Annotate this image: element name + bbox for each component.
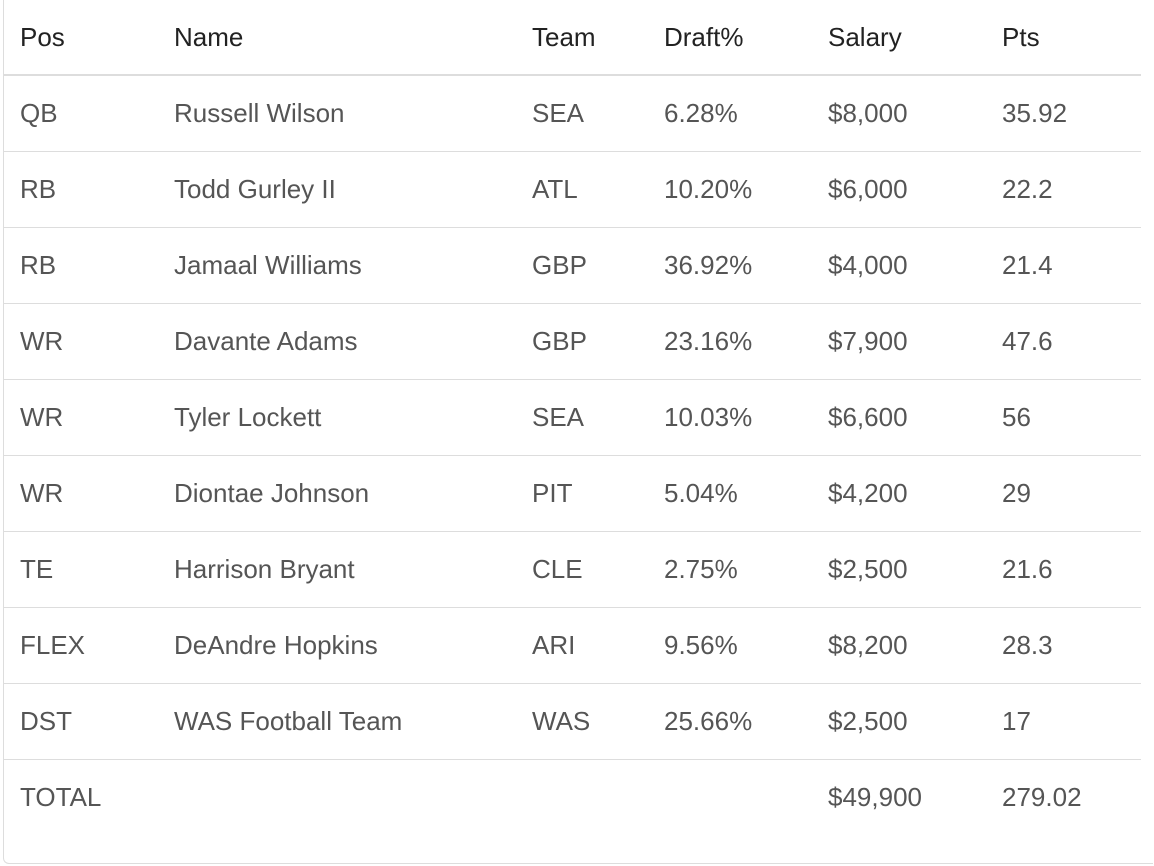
total-pts: 279.02 (1002, 781, 1082, 812)
cell-pos: RB (4, 227, 158, 304)
total-team-empty (516, 759, 648, 835)
cell-draft-percent: 25.66% (648, 683, 812, 760)
cell-name: Todd Gurley II (158, 151, 516, 228)
header-team: Team (516, 0, 648, 76)
table-header-row: Pos Name Team Draft% Salary Pts (4, 0, 1141, 76)
cell-salary: $6,000 (812, 151, 986, 228)
cell-team: SEA (516, 75, 648, 152)
total-row: TOTAL $49,900 279.02 (4, 759, 1141, 835)
total-name-empty (158, 759, 516, 835)
cell-team: WAS (516, 683, 648, 760)
cell-draft-percent: 9.56% (648, 607, 812, 684)
cell-salary: $7,900 (812, 303, 986, 380)
cell-salary: $4,000 (812, 227, 986, 304)
header-name: Name (158, 0, 516, 76)
cell-draft-percent: 2.75% (648, 531, 812, 608)
table-row: WR Diontae Johnson PIT 5.04% $4,200 29 (4, 455, 1141, 532)
cell-pts: 28.3 (986, 607, 1141, 684)
cell-pts: 21.4 (986, 227, 1141, 304)
table-row: TE Harrison Bryant CLE 2.75% $2,500 21.6 (4, 531, 1141, 608)
cell-pos: TE (4, 531, 158, 608)
header-salary: Salary (812, 0, 986, 76)
cell-pts: 17 (986, 683, 1141, 760)
cell-pos: RB (4, 151, 158, 228)
cell-pts: 21.6 (986, 531, 1141, 608)
cell-pts: 35.92 (986, 75, 1141, 152)
total-draft-empty (648, 759, 812, 835)
cell-draft-percent: 6.28% (648, 75, 812, 152)
cell-pos: QB (4, 75, 158, 152)
cell-name: Diontae Johnson (158, 455, 516, 532)
table-row: QB Russell Wilson SEA 6.28% $8,000 35.92 (4, 75, 1141, 152)
table-row: WR Davante Adams GBP 23.16% $7,900 47.6 (4, 303, 1141, 380)
cell-pos: WR (4, 303, 158, 380)
cell-draft-percent: 36.92% (648, 227, 812, 304)
lineup-table: Pos Name Team Draft% Salary Pts QB Russe… (4, 0, 1141, 835)
total-salary: $49,900 (828, 781, 922, 812)
table-row: RB Jamaal Williams GBP 36.92% $4,000 21.… (4, 227, 1141, 304)
cell-name: Russell Wilson (158, 75, 516, 152)
header-draft-percent: Draft% (648, 0, 812, 76)
cell-salary: $4,200 (812, 455, 986, 532)
cell-draft-percent: 23.16% (648, 303, 812, 380)
cell-salary: $8,200 (812, 607, 986, 684)
cell-pts: 22.2 (986, 151, 1141, 228)
table-row: DST WAS Football Team WAS 25.66% $2,500 … (4, 683, 1141, 760)
cell-name: Davante Adams (158, 303, 516, 380)
cell-salary: $2,500 (812, 531, 986, 608)
cell-team: PIT (516, 455, 648, 532)
table-row: FLEX DeAndre Hopkins ARI 9.56% $8,200 28… (4, 607, 1141, 684)
header-pos: Pos (4, 0, 158, 76)
cell-team: ATL (516, 151, 648, 228)
header-pts: Pts (986, 0, 1141, 76)
lineup-panel: Pos Name Team Draft% Salary Pts QB Russe… (3, 0, 1153, 864)
cell-name: DeAndre Hopkins (158, 607, 516, 684)
total-label: TOTAL (20, 781, 102, 812)
cell-pts: 29 (986, 455, 1141, 532)
cell-pts: 56 (986, 379, 1141, 456)
cell-pts: 47.6 (986, 303, 1141, 380)
cell-pos: WR (4, 379, 158, 456)
table-row: WR Tyler Lockett SEA 10.03% $6,600 56 (4, 379, 1141, 456)
cell-pos: DST (4, 683, 158, 760)
cell-team: CLE (516, 531, 648, 608)
cell-pos: WR (4, 455, 158, 532)
cell-draft-percent: 10.20% (648, 151, 812, 228)
cell-team: SEA (516, 379, 648, 456)
cell-pos: FLEX (4, 607, 158, 684)
cell-salary: $8,000 (812, 75, 986, 152)
cell-team: GBP (516, 303, 648, 380)
cell-name: Tyler Lockett (158, 379, 516, 456)
cell-name: WAS Football Team (158, 683, 516, 760)
cell-salary: $2,500 (812, 683, 986, 760)
cell-name: Jamaal Williams (158, 227, 516, 304)
cell-draft-percent: 5.04% (648, 455, 812, 532)
cell-salary: $6,600 (812, 379, 986, 456)
cell-draft-percent: 10.03% (648, 379, 812, 456)
cell-name: Harrison Bryant (158, 531, 516, 608)
cell-team: GBP (516, 227, 648, 304)
cell-team: ARI (516, 607, 648, 684)
table-row: RB Todd Gurley II ATL 10.20% $6,000 22.2 (4, 151, 1141, 228)
